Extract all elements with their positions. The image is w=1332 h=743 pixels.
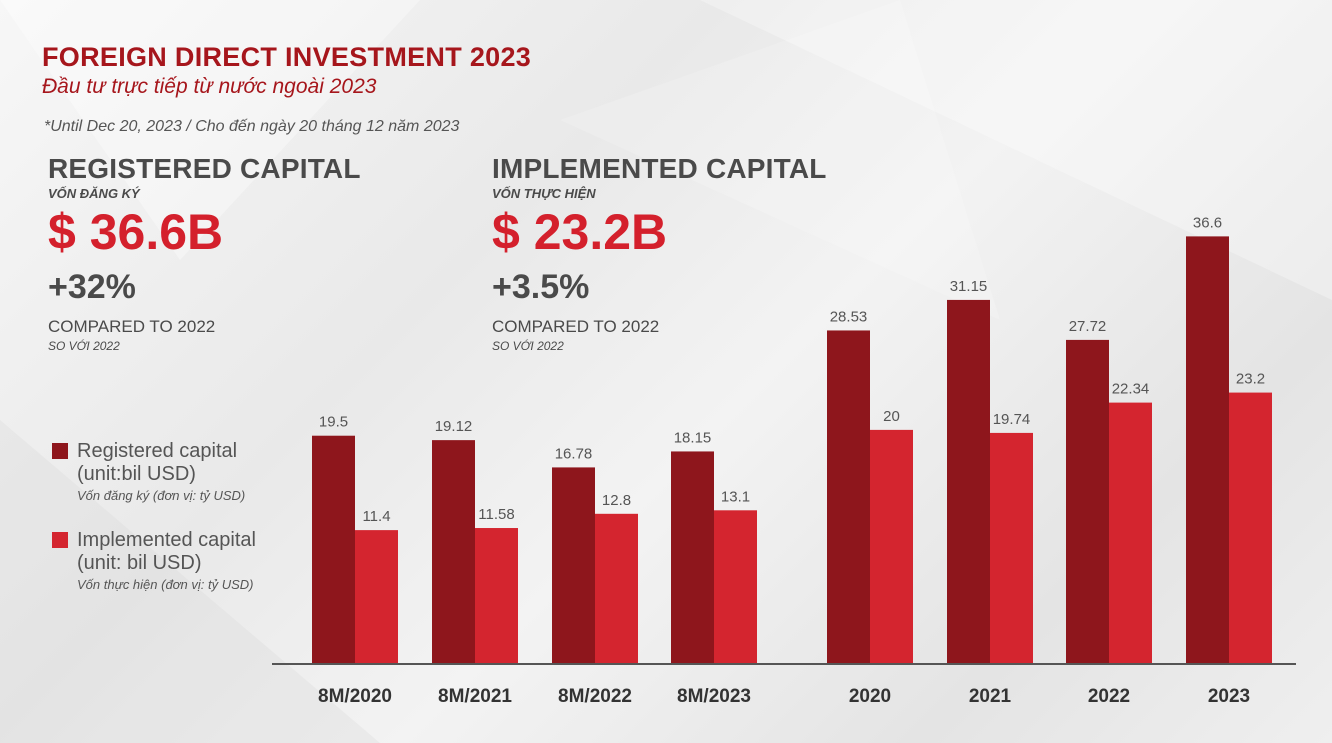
registered-bar-7	[1186, 236, 1229, 664]
registered-value-label-5: 31.15	[950, 278, 988, 295]
implemented-bar-0	[355, 530, 398, 663]
legend-registered: Registered capital (unit:bil USD) Vốn đă…	[52, 440, 245, 503]
registered-change: +32%	[48, 268, 136, 306]
implemented-value-label-5: 19.74	[993, 411, 1031, 428]
implemented-value-label-0: 11.4	[362, 508, 390, 525]
registered-value-label-3: 18.15	[674, 429, 712, 446]
registered-value-label-0: 19.5	[319, 414, 348, 431]
implemented-bar-6	[1109, 402, 1152, 663]
category-label-3: 8M/2023	[677, 686, 751, 707]
implemented-bar-3	[714, 510, 757, 663]
registered-value-label-6: 27.72	[1069, 318, 1107, 335]
legend-registered-vi: Vốn đăng ký (đơn vị: tỷ USD)	[77, 488, 246, 503]
implemented-heading-vi: VỐN THỰC HIỆN	[492, 186, 596, 201]
registered-bar-4	[827, 330, 870, 663]
legend-implemented-label: Implemented capital	[77, 529, 256, 551]
implemented-value: $ 23.2B	[492, 204, 668, 260]
legend-registered-swatch	[52, 443, 68, 459]
category-label-0: 8M/2020	[318, 686, 392, 707]
implemented-bar-5	[990, 432, 1033, 663]
page-subtitle: Đầu tư trực tiếp từ nước ngoài 2023	[42, 75, 377, 98]
registered-value-label-2: 16.78	[555, 445, 593, 462]
registered-bar-3	[671, 451, 714, 663]
implemented-value-label-1: 11.58	[478, 506, 514, 523]
registered-bar-5	[947, 299, 990, 663]
date-note: *Until Dec 20, 2023 / Cho đến ngày 20 th…	[44, 118, 460, 135]
implemented-kpi: IMPLEMENTED CAPITAL VỐN THỰC HIỆN $ 23.2…	[492, 153, 827, 353]
registered-bar-1	[432, 440, 475, 663]
implemented-bar-2	[595, 513, 638, 663]
implemented-bar-4	[870, 429, 913, 663]
registered-compare: COMPARED TO 2022	[48, 317, 216, 336]
registered-value-label-7: 36.6	[1193, 214, 1222, 231]
registered-bar-0	[312, 435, 355, 663]
category-label-6: 2022	[1088, 686, 1130, 707]
legend-implemented-vi: Vốn thực hiện (đơn vị: tỷ USD)	[77, 577, 254, 592]
registered-compare-vi: SO VỚI 2022	[48, 339, 120, 353]
legend-implemented-swatch	[52, 532, 68, 548]
legend-implemented: Implemented capital (unit: bil USD) Vốn …	[52, 529, 256, 592]
implemented-compare: COMPARED TO 2022	[492, 317, 660, 336]
registered-kpi: REGISTERED CAPITAL VỐN ĐĂNG KÝ $ 36.6B +…	[48, 153, 361, 353]
registered-value: $ 36.6B	[48, 204, 224, 260]
implemented-value-label-2: 12.8	[602, 492, 631, 509]
implemented-change: +3.5%	[492, 268, 590, 306]
page-title: FOREIGN DIRECT INVESTMENT 2023	[42, 42, 532, 72]
registered-value-label-1: 19.12	[435, 418, 473, 435]
implemented-value-label-3: 13.1	[721, 488, 750, 505]
implemented-bar-7	[1229, 392, 1272, 663]
registered-bar-2	[552, 467, 595, 663]
implemented-value-label-7: 23.2	[1236, 371, 1265, 388]
implemented-value-label-6: 22.34	[1112, 381, 1150, 398]
implemented-heading: IMPLEMENTED CAPITAL	[492, 153, 827, 184]
category-label-5: 2021	[969, 686, 1012, 707]
legend-implemented-unit: (unit: bil USD)	[77, 552, 202, 574]
category-label-7: 2023	[1208, 686, 1250, 707]
registered-heading-vi: VỐN ĐĂNG KÝ	[48, 186, 140, 201]
registered-value-label-4: 28.53	[830, 308, 868, 325]
legend-registered-unit: (unit:bil USD)	[77, 463, 196, 485]
registered-heading: REGISTERED CAPITAL	[48, 153, 361, 184]
category-label-4: 2020	[849, 686, 891, 707]
implemented-value-label-4: 20	[883, 408, 900, 425]
category-label-2: 8M/2022	[558, 686, 632, 707]
legend-registered-label: Registered capital	[77, 440, 238, 462]
implemented-compare-vi: SO VỚI 2022	[492, 339, 564, 353]
implemented-bar-1	[475, 528, 518, 663]
category-label-1: 8M/2021	[438, 686, 512, 707]
registered-bar-6	[1066, 339, 1109, 663]
